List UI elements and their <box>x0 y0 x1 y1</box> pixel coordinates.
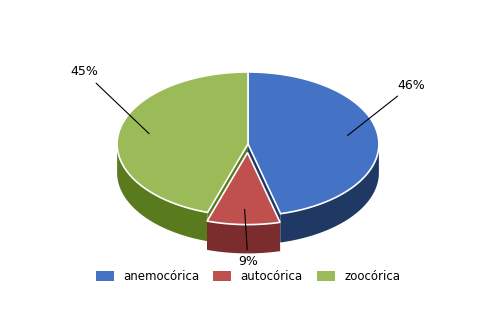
Text: 9%: 9% <box>238 209 258 268</box>
Polygon shape <box>207 153 280 225</box>
Polygon shape <box>117 144 207 241</box>
Polygon shape <box>248 72 379 214</box>
Polygon shape <box>248 153 280 251</box>
Polygon shape <box>207 221 280 254</box>
Polygon shape <box>117 72 248 213</box>
Polygon shape <box>281 144 379 243</box>
Legend: anemocórica, autocórica, zoocórica: anemocórica, autocórica, zoocórica <box>91 265 405 288</box>
Text: 45%: 45% <box>70 65 149 134</box>
Polygon shape <box>248 144 281 243</box>
Polygon shape <box>207 153 248 250</box>
Text: 46%: 46% <box>348 79 426 136</box>
Polygon shape <box>207 144 248 241</box>
